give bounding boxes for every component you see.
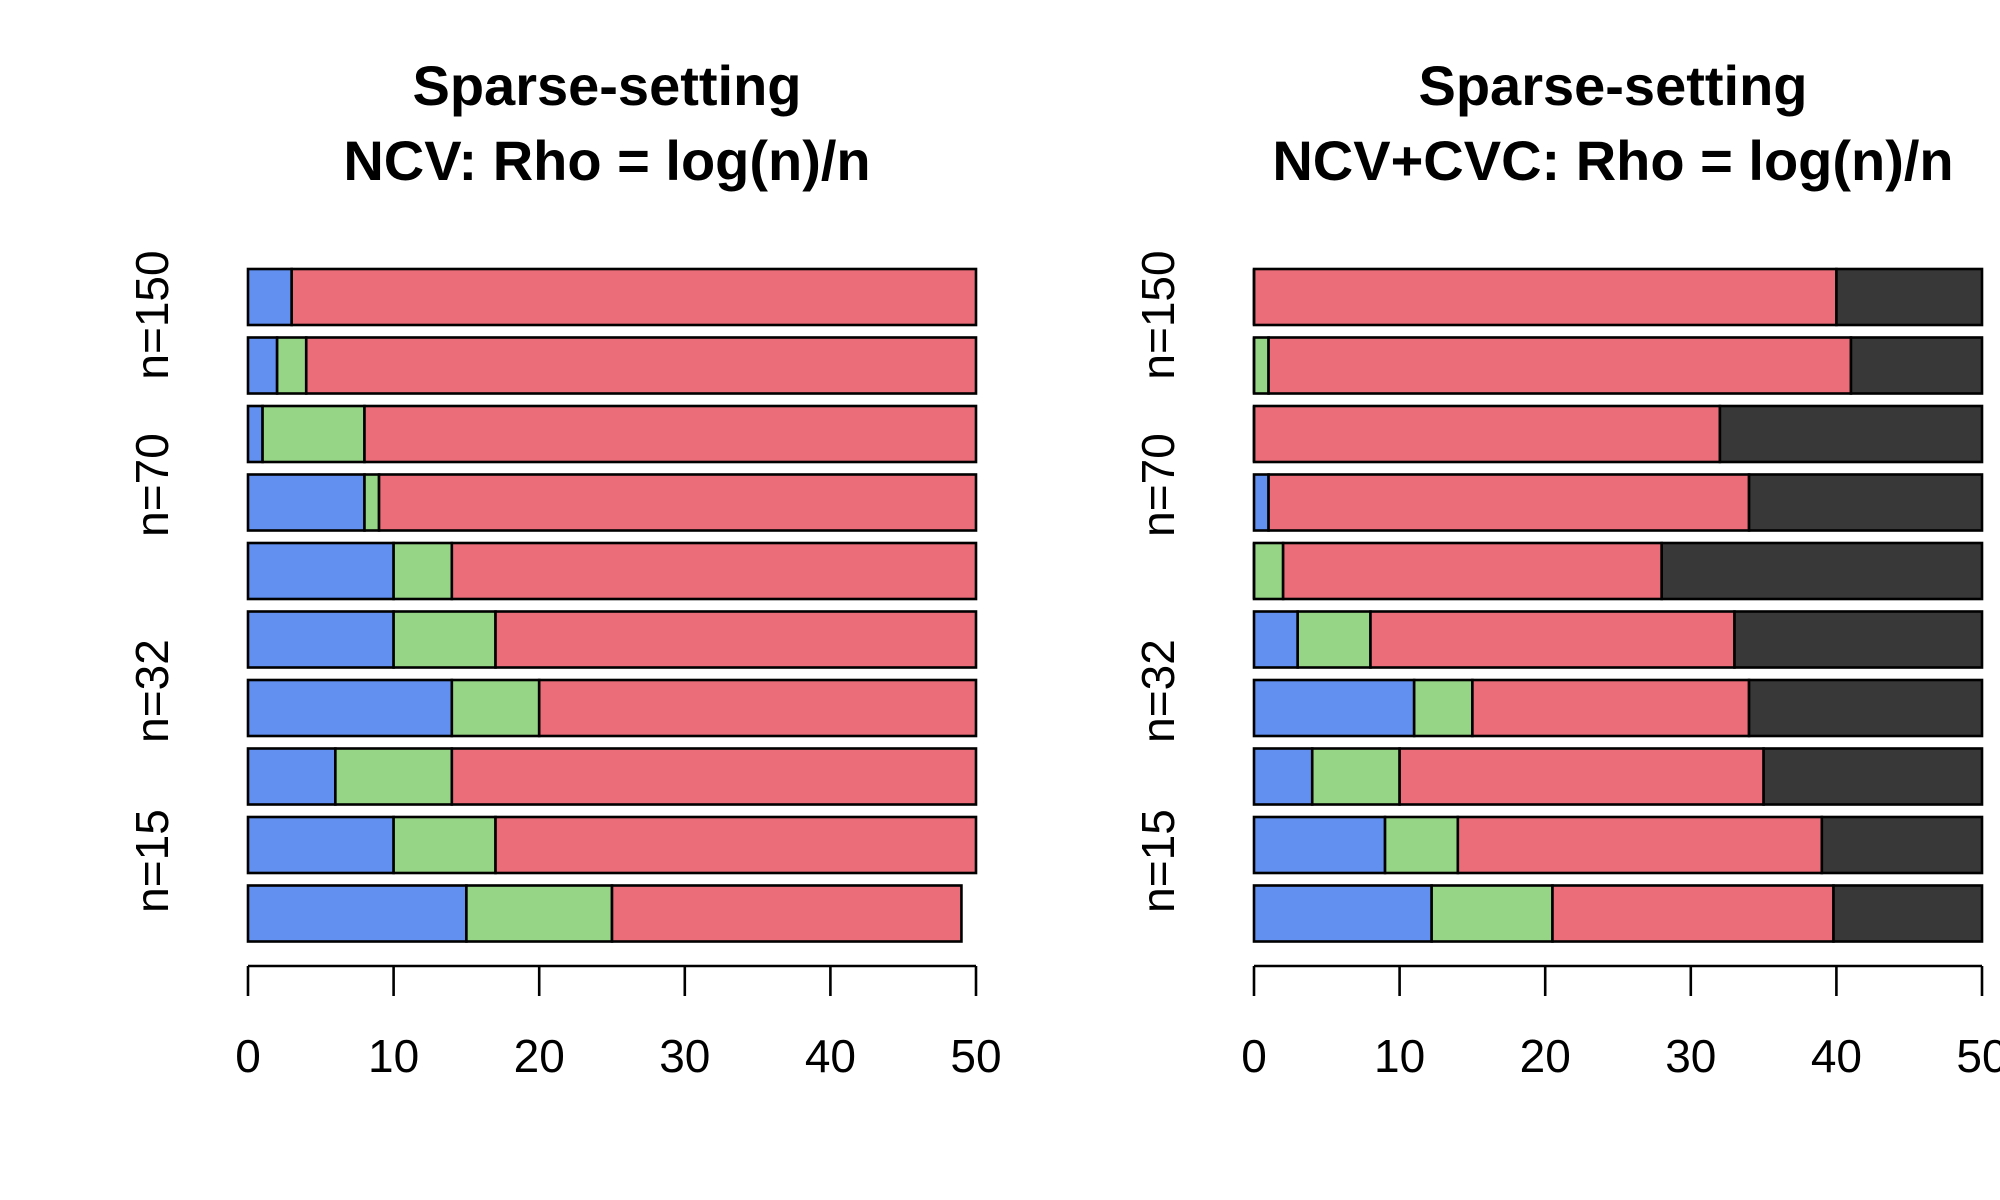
bar-5-segment-1 xyxy=(246,610,395,669)
bar-5-segment-1 xyxy=(1252,610,1299,669)
bar-8-segment-3 xyxy=(1252,404,1722,464)
y-axis-group-labels: n=15 n=32 n=70 n=150 xyxy=(126,250,178,912)
bar-5-segment-2 xyxy=(1296,610,1372,669)
x-axis: 0 10 20 30 40 50 xyxy=(235,964,1002,1082)
chart-title-line-1: Sparse-setting xyxy=(1419,54,1808,117)
bar-9-segment-1 xyxy=(246,336,279,395)
y-group-label-n-32: n=32 xyxy=(126,639,178,743)
x-tick-label-20: 20 xyxy=(514,1030,565,1082)
bar-2-segment-4 xyxy=(1820,815,1984,875)
y-axis-group-labels: n=15 n=32 n=70 n=150 xyxy=(1132,250,1184,912)
bar-10-segment-3 xyxy=(290,267,978,327)
bar-3-segment-3 xyxy=(450,747,978,806)
x-tick-label-0: 0 xyxy=(235,1030,261,1082)
bar-2-segment-2 xyxy=(1383,815,1460,875)
bar-7-segment-2 xyxy=(363,473,381,532)
bar-1-segment-3 xyxy=(610,884,963,943)
bar-2-segment-3 xyxy=(494,815,978,875)
bar-1-segment-1 xyxy=(1252,884,1433,943)
x-axis: 0 10 20 30 40 50 xyxy=(1241,964,2000,1082)
bar-8-segment-1 xyxy=(246,404,264,464)
y-group-label-n-70: n=70 xyxy=(1132,433,1184,537)
bar-4-segment-2 xyxy=(1412,678,1474,738)
bar-6-segment-4 xyxy=(1660,541,1984,601)
bar-4-segment-2 xyxy=(450,678,541,738)
bar-9-segment-3 xyxy=(304,336,978,395)
bar-3-segment-4 xyxy=(1762,747,1984,806)
bar-1-segment-3 xyxy=(1551,884,1835,943)
bar-1-segment-2 xyxy=(465,884,614,943)
x-tick-label-50: 50 xyxy=(1956,1030,2000,1082)
bar-1-segment-4 xyxy=(1832,884,1984,943)
bars-group xyxy=(246,267,978,943)
bar-7-segment-4 xyxy=(1747,473,1984,532)
x-tick-label-10: 10 xyxy=(368,1030,419,1082)
x-tick-label-40: 40 xyxy=(805,1030,856,1082)
bar-2-segment-1 xyxy=(246,815,395,875)
bar-8-segment-3 xyxy=(363,404,978,464)
bar-2-segment-2 xyxy=(392,815,497,875)
bar-9-segment-3 xyxy=(1267,336,1853,395)
bar-5-segment-2 xyxy=(392,610,497,669)
bar-9-segment-4 xyxy=(1849,336,1984,395)
bar-1-segment-1 xyxy=(246,884,468,943)
x-tick-label-30: 30 xyxy=(659,1030,710,1082)
bars-group xyxy=(1252,267,1984,943)
y-group-label-n-150: n=150 xyxy=(1132,250,1184,379)
left-panel-ncv: Sparse-setting NCV: Rho = log(n)/n 0 10 20… xyxy=(126,54,1002,1082)
x-tick-label-10: 10 xyxy=(1374,1030,1425,1082)
bar-4-segment-1 xyxy=(246,678,454,738)
bar-8-segment-4 xyxy=(1718,404,1984,464)
bar-4-segment-3 xyxy=(537,678,978,738)
right-panel-ncv-cvc: Sparse-setting NCV+CVC: Rho = log(n)/n 0… xyxy=(1132,54,2000,1082)
bar-10-segment-4 xyxy=(1835,267,1984,327)
bar-1-segment-2 xyxy=(1430,884,1554,943)
x-tick-label-0: 0 xyxy=(1241,1030,1267,1082)
x-tick-label-40: 40 xyxy=(1811,1030,1862,1082)
bar-8-segment-2 xyxy=(261,404,366,464)
bar-5-segment-3 xyxy=(1369,610,1736,669)
bar-9-segment-2 xyxy=(275,336,308,395)
y-group-label-n-15: n=15 xyxy=(126,809,178,913)
bar-6-segment-3 xyxy=(1281,541,1663,601)
y-group-label-n-70: n=70 xyxy=(126,433,178,537)
bar-7-segment-3 xyxy=(377,473,978,532)
bar-6-segment-3 xyxy=(450,541,978,601)
chart-title-line-2: NCV+CVC: Rho = log(n)/n xyxy=(1272,129,1953,192)
bar-4-segment-4 xyxy=(1747,678,1984,738)
bar-5-segment-4 xyxy=(1733,610,1984,669)
bar-6-segment-2 xyxy=(392,541,454,601)
bar-4-segment-3 xyxy=(1471,678,1751,738)
bar-3-segment-3 xyxy=(1398,747,1765,806)
bar-5-segment-3 xyxy=(494,610,978,669)
bar-9-segment-2 xyxy=(1252,336,1270,395)
bar-3-segment-1 xyxy=(1252,747,1314,806)
x-tick-label-50: 50 xyxy=(950,1030,1001,1082)
bar-3-segment-2 xyxy=(1310,747,1401,806)
bar-2-segment-1 xyxy=(1252,815,1387,875)
bar-2-segment-3 xyxy=(1456,815,1824,875)
bar-6-segment-1 xyxy=(246,541,395,601)
bar-4-segment-1 xyxy=(1252,678,1416,738)
chart-title-line-2: NCV: Rho = log(n)/n xyxy=(343,129,870,192)
bar-7-segment-1 xyxy=(1252,473,1270,532)
bar-7-segment-3 xyxy=(1267,473,1751,532)
chart-title-line-1: Sparse-setting xyxy=(413,54,802,117)
bar-10-segment-1 xyxy=(246,267,293,327)
y-group-label-n-32: n=32 xyxy=(1132,639,1184,743)
bar-3-segment-2 xyxy=(334,747,454,806)
bar-6-segment-2 xyxy=(1252,541,1285,601)
bar-3-segment-1 xyxy=(246,747,337,806)
bar-7-segment-1 xyxy=(246,473,366,532)
x-tick-label-20: 20 xyxy=(1520,1030,1571,1082)
y-group-label-n-15: n=15 xyxy=(1132,809,1184,913)
y-group-label-n-150: n=150 xyxy=(126,250,178,379)
x-tick-label-30: 30 xyxy=(1665,1030,1716,1082)
bar-10-segment-3 xyxy=(1252,267,1838,327)
